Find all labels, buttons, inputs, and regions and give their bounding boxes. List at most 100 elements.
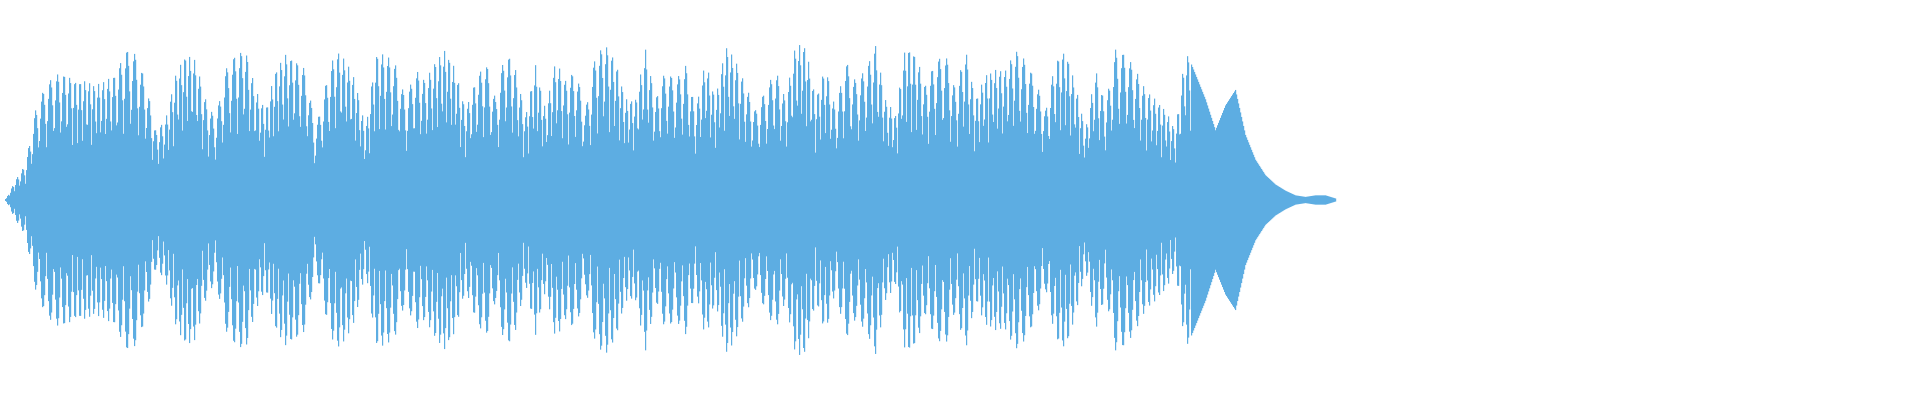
waveform-sample bbox=[959, 85, 961, 315]
waveform-sample bbox=[87, 124, 89, 276]
waveform-sample bbox=[1324, 195, 1326, 205]
waveform-sample bbox=[1072, 75, 1074, 325]
waveform-sample bbox=[275, 73, 277, 327]
waveform-sample bbox=[167, 124, 169, 276]
waveform-sample bbox=[76, 104, 78, 296]
waveform-sample bbox=[476, 131, 478, 269]
waveform-sample bbox=[1155, 113, 1157, 287]
waveform-sample bbox=[548, 103, 550, 297]
waveform-sample bbox=[1317, 195, 1319, 205]
waveform-sample bbox=[215, 159, 217, 241]
waveform-sample bbox=[605, 64, 607, 336]
waveform-sample bbox=[570, 87, 572, 313]
waveform-sample bbox=[1187, 56, 1189, 344]
waveform-sample bbox=[889, 117, 891, 283]
waveform-sample bbox=[1129, 68, 1131, 332]
waveform-sample bbox=[555, 82, 557, 318]
waveform-sample bbox=[896, 127, 898, 273]
waveform-sample bbox=[296, 63, 298, 337]
waveform-sample bbox=[489, 106, 491, 294]
waveform-sample bbox=[493, 98, 495, 302]
waveform-sample bbox=[676, 102, 678, 298]
waveform-sample bbox=[1028, 104, 1030, 296]
waveform-sample bbox=[1108, 88, 1110, 312]
waveform-sample bbox=[642, 119, 644, 281]
waveform-sample bbox=[399, 131, 401, 269]
waveform-sample bbox=[324, 99, 326, 301]
waveform-sample bbox=[343, 58, 345, 342]
waveform-sample bbox=[735, 80, 737, 320]
waveform-sample bbox=[911, 132, 913, 268]
waveform-sample bbox=[1329, 196, 1331, 204]
waveform-sample bbox=[1043, 131, 1045, 269]
waveform-sample bbox=[556, 123, 558, 277]
waveform-sample bbox=[108, 78, 110, 322]
waveform-sample bbox=[494, 95, 496, 305]
waveform-sample bbox=[65, 94, 67, 306]
waveform-sample bbox=[413, 128, 415, 272]
waveform-sample bbox=[586, 104, 588, 296]
waveform-sample bbox=[825, 133, 827, 267]
waveform-sample bbox=[1208, 108, 1210, 292]
waveform-sample bbox=[510, 75, 512, 325]
waveform-sample bbox=[795, 58, 797, 342]
waveform-sample bbox=[698, 96, 700, 304]
waveform-sample bbox=[323, 121, 325, 279]
waveform-sample bbox=[24, 175, 26, 225]
waveform-sample bbox=[304, 75, 306, 325]
waveform-sample bbox=[322, 147, 324, 253]
waveform-sample bbox=[980, 104, 982, 296]
waveform-sample bbox=[726, 48, 728, 352]
waveform-sample bbox=[385, 129, 387, 271]
waveform-sample bbox=[738, 103, 740, 297]
waveform-sample bbox=[572, 76, 574, 324]
waveform-sample bbox=[1089, 138, 1091, 262]
waveform-sample bbox=[159, 142, 161, 258]
waveform-sample bbox=[1000, 71, 1002, 329]
waveform-sample bbox=[606, 47, 608, 353]
waveform-sample bbox=[945, 65, 947, 335]
waveform-sample bbox=[884, 111, 886, 289]
waveform-sample bbox=[1008, 114, 1010, 286]
waveform-sample bbox=[879, 84, 881, 316]
waveform-sample bbox=[1142, 95, 1144, 305]
waveform-sample bbox=[9, 195, 11, 205]
waveform-sample bbox=[1229, 99, 1231, 301]
waveform-sample bbox=[1058, 61, 1060, 339]
waveform-sample bbox=[417, 71, 419, 329]
waveform-sample bbox=[774, 129, 776, 271]
waveform-sample bbox=[1239, 107, 1241, 293]
waveform-sample bbox=[651, 83, 653, 317]
waveform-sample bbox=[872, 123, 874, 277]
waveform-sample bbox=[1177, 114, 1179, 286]
waveform-sample bbox=[710, 137, 712, 263]
waveform-sample bbox=[776, 80, 778, 320]
waveform-sample bbox=[571, 74, 573, 326]
waveform-sample bbox=[480, 71, 482, 329]
waveform-sample bbox=[868, 65, 870, 335]
waveform-sample bbox=[788, 91, 790, 309]
waveform-sample bbox=[616, 71, 618, 329]
waveform-sample bbox=[923, 104, 925, 296]
waveform-sample bbox=[257, 94, 259, 306]
waveform-sample bbox=[1236, 94, 1238, 306]
waveform-sample bbox=[211, 111, 213, 289]
waveform-sample bbox=[619, 140, 621, 260]
waveform-sample bbox=[706, 110, 708, 290]
waveform-sample bbox=[886, 106, 888, 294]
waveform-sample bbox=[933, 84, 935, 316]
waveform-sample bbox=[703, 70, 705, 330]
waveform-sample bbox=[136, 79, 138, 321]
waveform-sample bbox=[978, 121, 980, 279]
waveform-sample bbox=[310, 100, 312, 300]
waveform-sample bbox=[929, 111, 931, 289]
waveform-sample bbox=[972, 88, 974, 312]
waveform-sample bbox=[355, 140, 357, 260]
waveform-sample bbox=[447, 91, 449, 309]
waveform-sample bbox=[81, 110, 83, 290]
waveform-sample bbox=[21, 173, 23, 227]
waveform-sample bbox=[704, 82, 706, 318]
waveform-sample bbox=[1082, 121, 1084, 279]
waveform-sample bbox=[663, 75, 665, 325]
waveform-sample bbox=[1227, 102, 1229, 298]
